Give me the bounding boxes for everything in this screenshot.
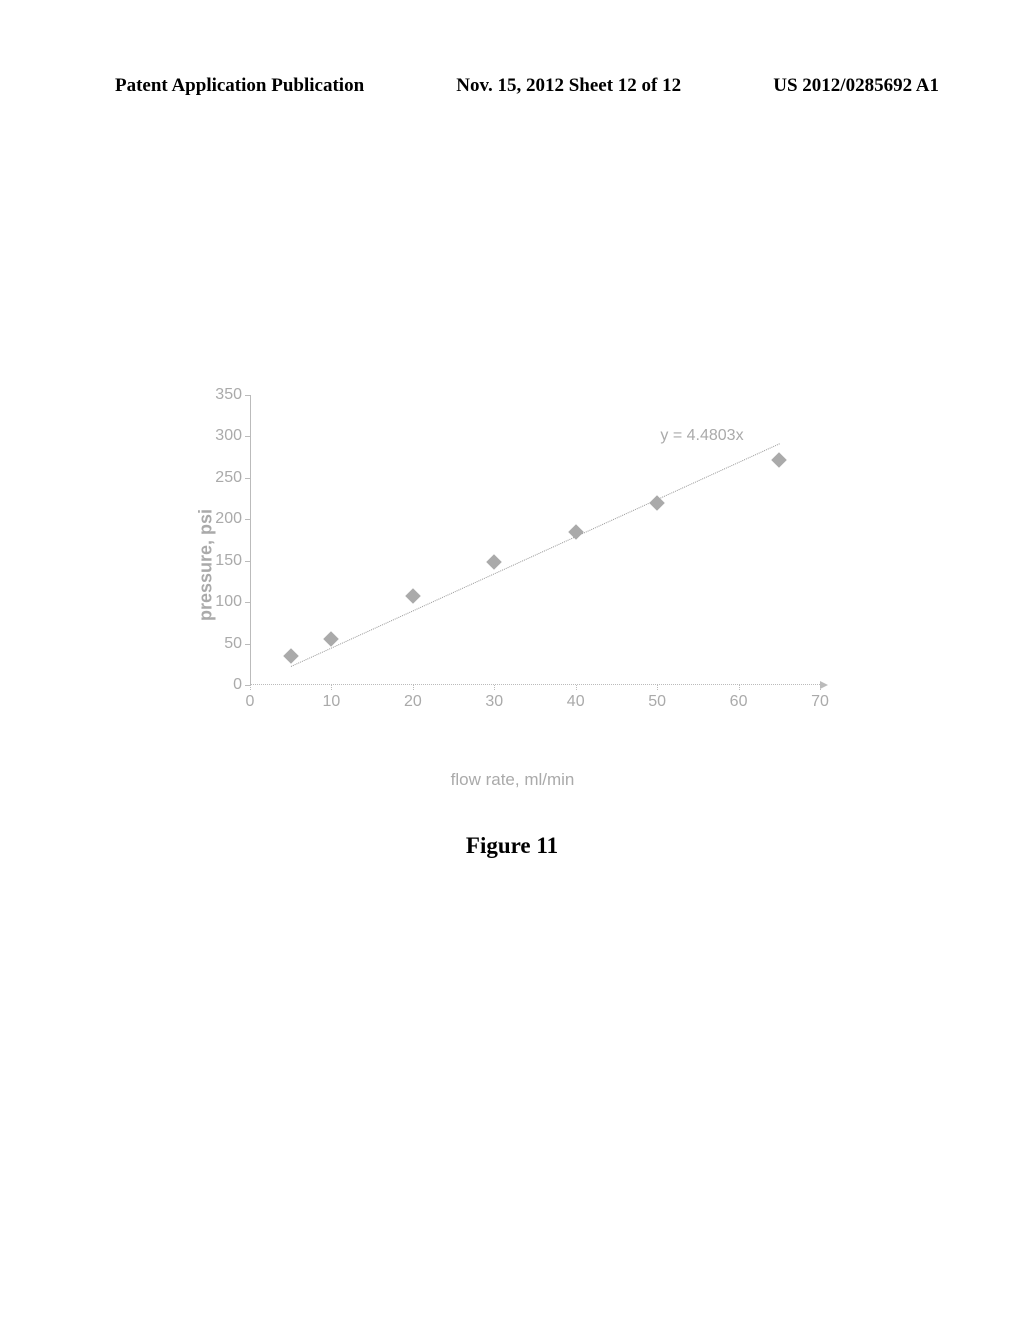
- data-point: [772, 452, 788, 468]
- y-tick-label: 350: [215, 386, 242, 404]
- y-axis-label: pressure, psi: [196, 509, 217, 621]
- x-tick-label: 60: [730, 693, 748, 711]
- scatter-chart: pressure, psi y = 4.4803x 05010015020025…: [205, 395, 820, 735]
- data-point: [487, 555, 503, 571]
- y-tick-label: 0: [233, 676, 242, 694]
- x-tick-label: 10: [323, 693, 341, 711]
- x-tick-mark: [576, 685, 577, 690]
- y-tick-label: 300: [215, 427, 242, 445]
- x-tick-mark: [494, 685, 495, 690]
- y-tick-label: 200: [215, 510, 242, 528]
- x-axis-arrow-icon: [820, 681, 828, 689]
- x-tick-label: 40: [567, 693, 585, 711]
- x-tick-mark: [413, 685, 414, 690]
- y-tick-mark: [245, 602, 250, 603]
- page-header: Patent Application Publication Nov. 15, …: [115, 75, 939, 97]
- header-left: Patent Application Publication: [115, 75, 364, 97]
- y-tick-label: 150: [215, 552, 242, 570]
- x-tick-mark: [331, 685, 332, 690]
- data-point: [568, 524, 584, 540]
- x-tick-label: 50: [648, 693, 666, 711]
- y-tick-mark: [245, 478, 250, 479]
- figure-caption: Figure 11: [466, 833, 558, 859]
- y-tick-label: 250: [215, 469, 242, 487]
- y-tick-mark: [245, 395, 250, 396]
- x-tick-mark: [250, 685, 251, 690]
- header-right: US 2012/0285692 A1: [773, 75, 939, 97]
- x-tick-label: 20: [404, 693, 422, 711]
- x-tick-mark: [820, 685, 821, 690]
- y-tick-label: 100: [215, 593, 242, 611]
- x-axis-line: [250, 684, 820, 685]
- x-axis-label: flow rate, ml/min: [451, 770, 575, 790]
- x-tick-mark: [739, 685, 740, 690]
- plot-area: y = 4.4803x 0501001502002503003500102030…: [250, 395, 820, 685]
- data-point: [405, 588, 421, 604]
- regression-equation: y = 4.4803x: [660, 427, 743, 445]
- y-tick-mark: [245, 644, 250, 645]
- y-tick-mark: [245, 561, 250, 562]
- data-point: [283, 648, 299, 664]
- x-tick-mark: [657, 685, 658, 690]
- y-axis-line: [250, 395, 251, 685]
- y-tick-mark: [245, 519, 250, 520]
- x-tick-label: 0: [246, 693, 255, 711]
- y-tick-mark: [245, 436, 250, 437]
- y-tick-label: 50: [224, 635, 242, 653]
- x-tick-label: 30: [485, 693, 503, 711]
- x-tick-label: 70: [811, 693, 829, 711]
- regression-line: [290, 444, 779, 668]
- header-center: Nov. 15, 2012 Sheet 12 of 12: [456, 75, 681, 97]
